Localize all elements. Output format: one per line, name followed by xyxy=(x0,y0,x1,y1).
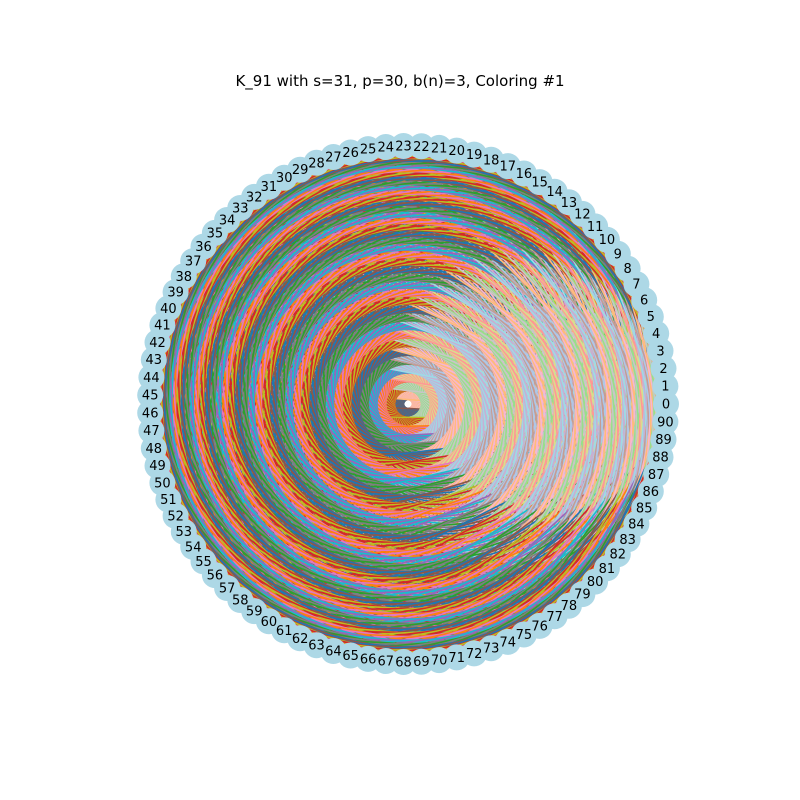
node-label: 6 xyxy=(640,294,648,309)
node-label: 15 xyxy=(531,176,548,191)
node-label: 49 xyxy=(149,459,166,474)
node-label: 87 xyxy=(648,468,665,483)
node-label: 37 xyxy=(185,255,202,270)
node-label: 20 xyxy=(448,144,465,159)
node-label: 8 xyxy=(623,262,631,277)
node-label: 18 xyxy=(483,153,500,168)
node-label: 70 xyxy=(431,654,448,669)
node-label: 17 xyxy=(500,160,517,175)
node-label: 90 xyxy=(657,415,674,430)
node-label: 66 xyxy=(360,652,377,667)
node-label: 64 xyxy=(325,645,342,660)
node-label: 74 xyxy=(500,635,517,650)
node-label: 60 xyxy=(261,615,278,630)
node-label: 67 xyxy=(378,655,395,670)
node-label: 42 xyxy=(149,336,166,351)
node-label: 0 xyxy=(662,398,670,413)
node-label: 7 xyxy=(632,278,640,293)
node-label: 81 xyxy=(599,562,616,577)
node-label: 62 xyxy=(292,632,309,647)
node-label: 47 xyxy=(143,424,160,439)
node-label: 68 xyxy=(395,656,412,671)
node-label: 2 xyxy=(659,362,667,377)
node-label: 71 xyxy=(448,651,465,666)
figure-title: K_91 with s=31, p=30, b(n)=3, Coloring #… xyxy=(235,72,565,90)
node-label: 10 xyxy=(599,233,616,248)
node-label: 16 xyxy=(516,167,533,182)
node-label: 43 xyxy=(146,353,163,368)
node-label: 5 xyxy=(647,310,655,325)
node-label: 51 xyxy=(160,493,177,508)
node-label: 50 xyxy=(154,476,171,491)
node-label: 65 xyxy=(342,649,359,664)
node-label: 85 xyxy=(636,501,653,516)
node-label: 86 xyxy=(643,485,660,500)
node-label: 73 xyxy=(483,642,500,657)
node-label: 22 xyxy=(413,140,430,155)
node-label: 38 xyxy=(176,270,193,285)
node-label: 39 xyxy=(167,286,184,301)
node-label: 44 xyxy=(143,371,160,386)
node-label: 26 xyxy=(342,146,359,161)
node-label: 54 xyxy=(185,540,202,555)
node-label: 13 xyxy=(561,196,578,211)
node-label: 45 xyxy=(142,389,159,404)
node-label: 72 xyxy=(466,647,483,662)
node-label: 29 xyxy=(292,163,309,178)
node-label: 52 xyxy=(167,509,184,524)
node-label: 61 xyxy=(276,624,293,639)
node-label: 24 xyxy=(378,141,395,156)
node-label: 48 xyxy=(146,442,163,457)
node-label: 4 xyxy=(652,327,660,342)
node-label: 1 xyxy=(661,380,669,395)
node-label: 89 xyxy=(655,433,672,448)
node-label: 21 xyxy=(431,141,448,156)
node-label: 75 xyxy=(516,628,533,643)
node-label: 41 xyxy=(154,319,171,334)
node-label: 53 xyxy=(176,525,193,540)
node-label: 46 xyxy=(142,406,159,421)
node-label: 3 xyxy=(656,344,664,359)
node-label: 9 xyxy=(614,247,622,262)
node-label: 31 xyxy=(261,180,278,195)
node-label: 88 xyxy=(652,451,669,466)
node-label: 27 xyxy=(325,151,342,166)
node-label: 30 xyxy=(276,171,293,186)
node-label: 36 xyxy=(195,240,212,255)
node-label: 23 xyxy=(395,140,412,155)
node-label: 84 xyxy=(628,517,645,532)
node-label: 80 xyxy=(587,575,604,590)
node-label: 40 xyxy=(160,302,177,317)
node-label: 28 xyxy=(308,156,325,171)
node-label: 83 xyxy=(619,533,636,548)
node-label: 19 xyxy=(466,148,483,163)
node-label: 82 xyxy=(610,548,627,563)
node-label: 14 xyxy=(546,185,563,200)
node-label: 69 xyxy=(413,655,430,670)
node-label: 63 xyxy=(308,639,325,654)
node-label: 25 xyxy=(360,143,377,158)
